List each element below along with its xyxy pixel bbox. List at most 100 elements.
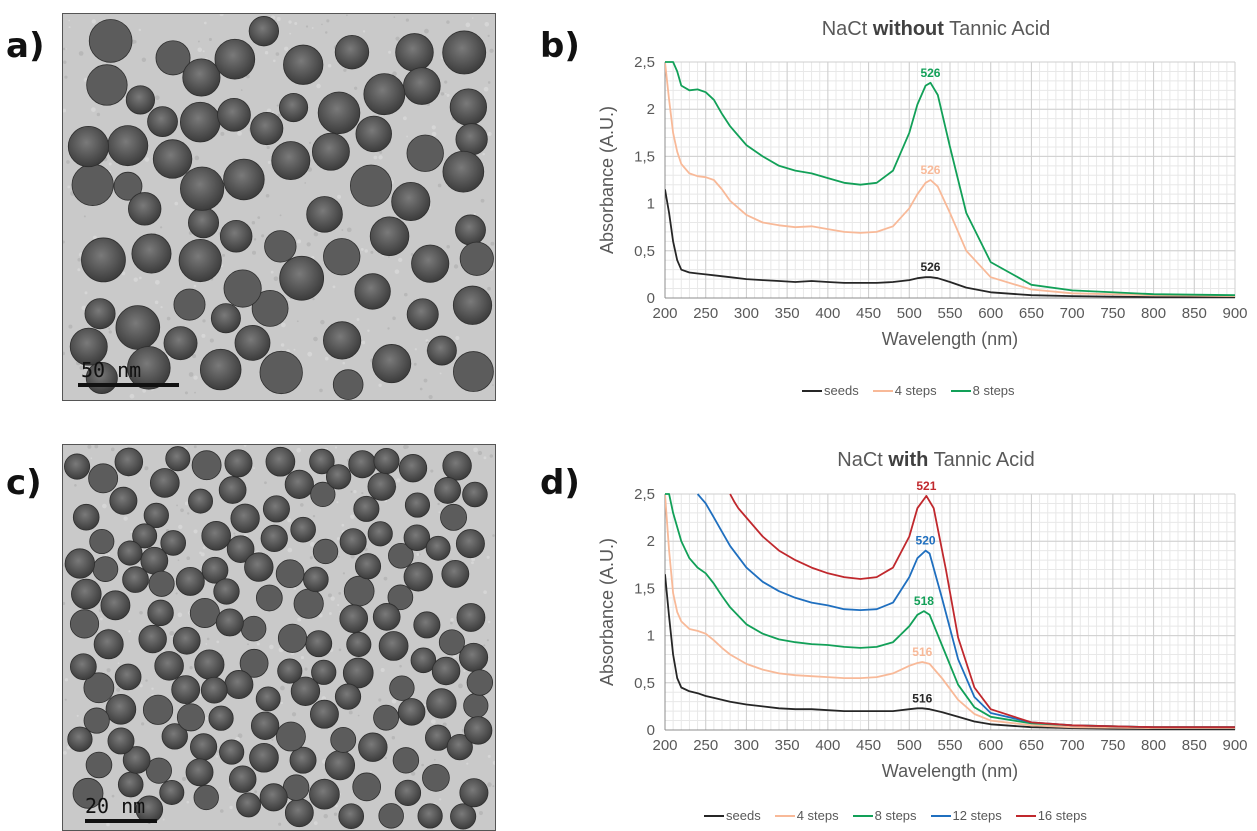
x-tick-label: 550 [937, 737, 962, 754]
legend-label: 8 steps [972, 383, 1015, 398]
tem-noise-dot [398, 257, 403, 263]
tem-noise-dot [452, 654, 457, 659]
x-tick-label: 650 [1019, 305, 1044, 322]
nanoparticle [194, 649, 225, 680]
scale-bar-a [78, 383, 179, 387]
legend-b: seeds 4 steps 8 steps [802, 383, 1015, 398]
nanoparticle [387, 584, 414, 611]
tem-noise-dot [378, 155, 383, 160]
legend-label: 12 steps [952, 808, 1002, 823]
series-line-seeds [665, 189, 1235, 298]
tem-noise-dot [161, 648, 165, 652]
tem-noise-dot [426, 341, 429, 344]
nanoparticle [284, 469, 314, 499]
nanoparticle [275, 559, 305, 589]
tem-noise-dot [430, 469, 434, 473]
tem-noise-dot [307, 351, 313, 357]
x-tick-label: 450 [856, 305, 881, 322]
legend-label: seeds [824, 383, 859, 398]
legend-swatch [852, 814, 873, 817]
nanoparticle [449, 88, 487, 126]
nanoparticle [342, 657, 374, 689]
nanoparticle [113, 171, 143, 201]
tem-noise-dot [91, 19, 96, 24]
tem-noise-dot [440, 92, 445, 96]
nanoparticle [434, 477, 461, 504]
nanoparticle [373, 704, 400, 731]
tem-noise-dot [139, 610, 143, 615]
x-tick-label: 400 [815, 737, 840, 754]
nanoparticle [226, 535, 255, 563]
nanoparticle [422, 763, 450, 792]
nanoparticle [446, 734, 473, 761]
nanoparticle [311, 132, 350, 171]
x-tick-label: 250 [693, 737, 718, 754]
tem-noise-dot [222, 253, 226, 257]
tem-noise-dot [437, 502, 440, 506]
tem-noise-dot [478, 811, 483, 816]
tem-noise-dot [483, 590, 487, 595]
tem-noise-dot [92, 235, 97, 240]
tem-noise-dot [323, 813, 328, 819]
tem-noise-dot [66, 745, 71, 750]
scale-bar-c [85, 819, 157, 823]
y-tick-label: 1 [647, 196, 655, 213]
tem-noise-dot [319, 388, 323, 393]
x-tick-label: 700 [1060, 305, 1085, 322]
tem-noise-dot [343, 68, 347, 72]
nanoparticle [148, 570, 175, 597]
tem-noise-dot [430, 719, 436, 724]
tem-noise-dot [486, 639, 489, 642]
nanoparticle [260, 524, 288, 552]
tem-noise-dot [466, 762, 469, 765]
nanoparticle [392, 747, 420, 774]
nanoparticle [277, 623, 308, 653]
tem-noise-dot [272, 59, 276, 63]
x-tick-label: 350 [775, 305, 800, 322]
nanoparticle [369, 216, 410, 256]
legend-item: 8 steps [950, 383, 1015, 398]
nanoparticle [236, 792, 262, 818]
tem-noise-dot [188, 372, 194, 377]
legend-swatch [930, 814, 951, 817]
tem-noise-dot [465, 22, 471, 28]
nanoparticle [378, 803, 404, 829]
absorbance-chart-d-svg: 200 250 300 350 400 450 500 550 600 650 700 750 800 8… [597, 479, 1248, 781]
legend-d: seeds 4 steps 8 steps 12 steps 16 steps [704, 808, 1087, 823]
tem-noise-dot [360, 247, 364, 251]
x-tick-label: 850 [1182, 305, 1207, 322]
nanoparticle [284, 798, 314, 828]
tem-noise-dot [257, 216, 261, 220]
tem-noise-dot [288, 298, 291, 301]
tem-noise-dot [411, 771, 416, 776]
tem-noise-dot [201, 333, 206, 338]
tem-noise-dot [166, 316, 171, 321]
tem-noise-dot [395, 36, 400, 41]
tem-noise-dot [256, 642, 260, 646]
tem-noise-dot [276, 104, 279, 107]
peak-label-8-steps: 518 [914, 594, 934, 608]
panel-label-c: c) [6, 463, 42, 503]
absorbance-chart-d: 200 250 300 350 400 450 500 550 600 650 700 750 800 8… [590, 479, 1250, 812]
tem-noise-dot [266, 145, 270, 150]
nanoparticle [83, 707, 110, 734]
tem-noise-dot [177, 559, 180, 561]
nanoparticle [239, 648, 269, 678]
nanoparticle [175, 566, 205, 596]
nanoparticle [122, 746, 151, 774]
nanoparticle [265, 446, 296, 477]
tem-noise-dot [353, 489, 357, 494]
nanoparticle [200, 676, 228, 704]
nanoparticle [213, 578, 240, 605]
tem-noise-dot [111, 794, 115, 798]
nanoparticle [363, 73, 406, 116]
tem-noise-dot [471, 561, 474, 565]
tem-noise-dot [306, 242, 311, 247]
nanoparticle [403, 562, 433, 592]
tem-noise-dot [471, 557, 476, 562]
tem-noise-dot [334, 804, 338, 808]
tem-noise-dot [144, 466, 149, 471]
nanoparticle [348, 450, 377, 479]
tem-noise-dot [333, 812, 338, 816]
tem-noise-dot [320, 319, 325, 325]
